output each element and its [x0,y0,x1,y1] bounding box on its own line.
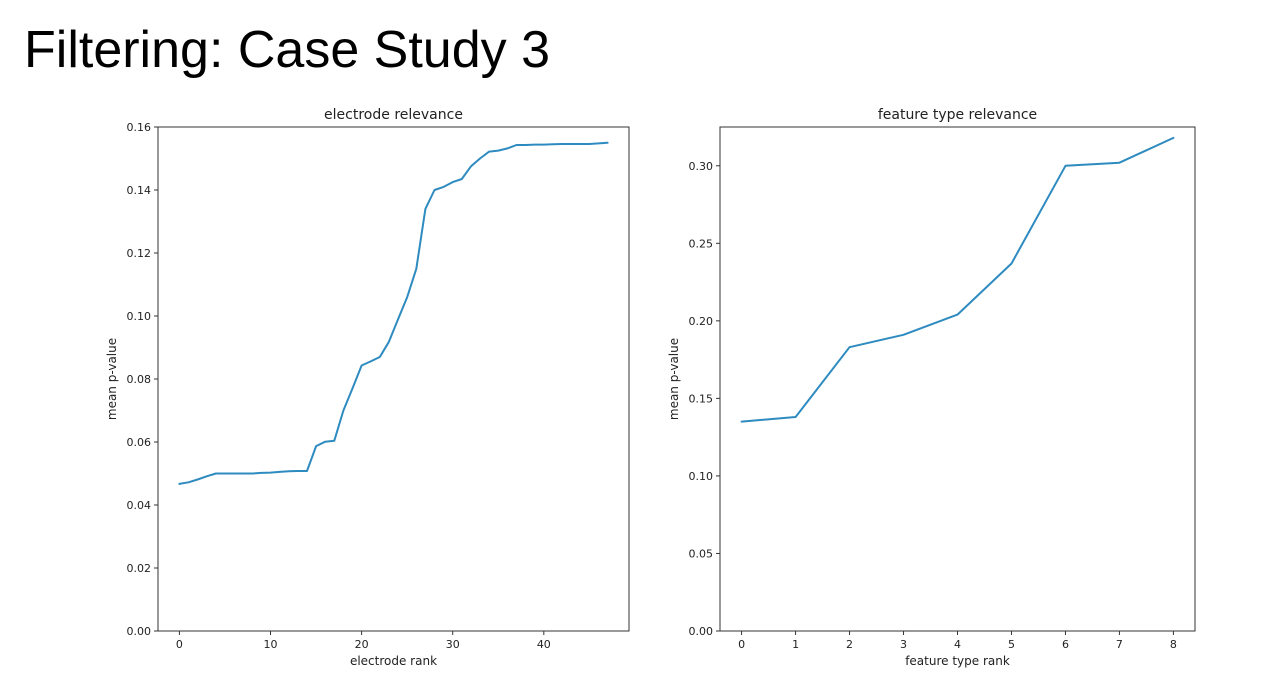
y-tick-label: 0.16 [127,121,152,134]
x-tick-label: 0 [176,638,183,651]
x-axis-label: feature type rank [905,654,1010,668]
y-tick-label: 0.08 [127,373,152,386]
electrode-relevance-chart: electrode relevance 0 10 20 30 40 0.00 0.02 0.04… [105,107,630,668]
x-tick-label: 30 [446,638,460,651]
x-tick-label: 7 [1116,638,1123,651]
x-tick-label: 2 [846,638,853,651]
y-tick-label: 0.25 [689,237,714,250]
y-tick-label: 0.10 [127,310,152,323]
chart-title: electrode relevance [324,107,463,123]
y-axis-label: mean p-value [667,338,681,420]
x-tick-label: 6 [1062,638,1069,651]
y-tick-label: 0.30 [689,160,714,173]
series-line [178,141,609,485]
y-tick-label: 0.12 [127,247,152,260]
y-tick-label: 0.02 [127,562,152,575]
x-tick-label: 3 [900,638,907,651]
plot-frame [719,126,1196,632]
x-tick-label: 1 [792,638,799,651]
y-tick-label: 0.04 [127,499,152,512]
chart-title: feature type relevance [878,107,1037,123]
x-tick-label: 8 [1170,638,1177,651]
y-tick-label: 0.10 [689,470,714,483]
x-tick-label: 4 [954,638,961,651]
y-tick-label: 0.00 [127,625,152,638]
y-axis-label: mean p-value [105,338,119,420]
y-tick-label: 0.05 [689,547,714,560]
y-tick-label: 0.00 [689,625,714,638]
plot-frame [157,126,630,632]
y-tick-label: 0.20 [689,315,714,328]
x-tick-label: 10 [264,638,278,651]
y-tick-label: 0.06 [127,436,152,449]
x-axis-label: electrode rank [350,654,437,668]
slide-title: Filtering: Case Study 3 [24,21,551,79]
x-tick-label: 40 [537,638,551,651]
feature-type-relevance-chart: feature type relevance 0 1 2 3 4 5 6 7 8 0.00 0.05 0… [667,107,1196,668]
y-tick-label: 0.15 [689,392,714,405]
series-line [740,136,1175,423]
x-tick-label: 0 [738,638,745,651]
x-tick-label: 20 [355,638,369,651]
y-tick-label: 0.14 [127,184,152,197]
x-tick-label: 5 [1008,638,1015,651]
